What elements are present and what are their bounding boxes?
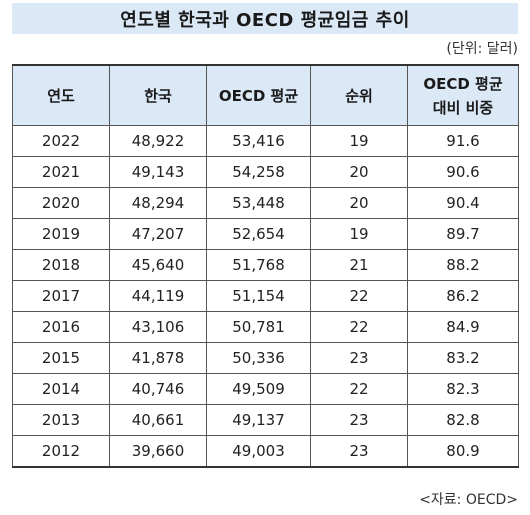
- cell-year: 2014: [12, 373, 110, 405]
- cell-ratio: 90.4: [407, 187, 519, 219]
- header-oecd-average: OECD 평균: [206, 64, 311, 126]
- cell-ratio: 86.2: [407, 280, 519, 312]
- cell-year: 2018: [12, 249, 110, 281]
- cell-year: 2020: [12, 187, 110, 219]
- table-row: 2018 45,640 51,768 21 88.2: [12, 249, 519, 281]
- header-year: 연도: [12, 64, 110, 126]
- cell-oecd-average: 50,781: [206, 311, 311, 343]
- cell-year: 2015: [12, 342, 110, 374]
- cell-oecd-average: 52,654: [206, 218, 311, 250]
- cell-year: 2016: [12, 311, 110, 343]
- header-ratio-line2: 대비 비중: [432, 98, 494, 117]
- table-row: 2019 47,207 52,654 19 89.7: [12, 218, 519, 250]
- cell-oecd-average: 54,258: [206, 156, 311, 188]
- cell-ratio: 82.3: [407, 373, 519, 405]
- cell-oecd-average: 49,003: [206, 435, 311, 468]
- cell-rank: 22: [310, 280, 408, 312]
- cell-oecd-average: 53,416: [206, 125, 311, 157]
- cell-ratio: 89.7: [407, 218, 519, 250]
- cell-rank: 19: [310, 125, 408, 157]
- cell-oecd-average: 53,448: [206, 187, 311, 219]
- cell-oecd-average: 49,509: [206, 373, 311, 405]
- cell-rank: 22: [310, 373, 408, 405]
- cell-oecd-average: 49,137: [206, 404, 311, 436]
- cell-ratio: 90.6: [407, 156, 519, 188]
- table-header-row: 연도 한국 OECD 평균 순위 OECD 평균 대비 비중: [12, 64, 519, 126]
- table-row: 2022 48,922 53,416 19 91.6: [12, 125, 519, 157]
- cell-korea: 48,294: [109, 187, 207, 219]
- cell-korea: 43,106: [109, 311, 207, 343]
- table-row: 2017 44,119 51,154 22 86.2: [12, 280, 519, 312]
- cell-ratio: 91.6: [407, 125, 519, 157]
- table-row: 2015 41,878 50,336 23 83.2: [12, 342, 519, 374]
- table-row: 2020 48,294 53,448 20 90.4: [12, 187, 519, 219]
- cell-oecd-average: 51,768: [206, 249, 311, 281]
- cell-rank: 20: [310, 187, 408, 219]
- cell-year: 2019: [12, 218, 110, 250]
- cell-year: 2021: [12, 156, 110, 188]
- cell-ratio: 84.9: [407, 311, 519, 343]
- header-ratio: OECD 평균 대비 비중: [407, 64, 519, 126]
- source-note: <자료: OECD>: [419, 492, 518, 508]
- table-row: 2014 40,746 49,509 22 82.3: [12, 373, 519, 405]
- cell-rank: 20: [310, 156, 408, 188]
- cell-ratio: 88.2: [407, 249, 519, 281]
- cell-korea: 44,119: [109, 280, 207, 312]
- header-korea: 한국: [109, 64, 207, 126]
- cell-year: 2013: [12, 404, 110, 436]
- cell-rank: 22: [310, 311, 408, 343]
- table-row: 2021 49,143 54,258 20 90.6: [12, 156, 519, 188]
- unit-note: (단위: 달러): [446, 41, 518, 57]
- table-title: 연도별 한국과 OECD 평균임금 추이: [12, 3, 518, 34]
- wage-table: 연도 한국 OECD 평균 순위 OECD 평균 대비 비중 2022 48,92…: [12, 64, 519, 468]
- table-row: 2012 39,660 49,003 23 80.9: [12, 435, 519, 468]
- cell-korea: 47,207: [109, 218, 207, 250]
- cell-korea: 40,746: [109, 373, 207, 405]
- cell-korea: 39,660: [109, 435, 207, 468]
- cell-korea: 40,661: [109, 404, 207, 436]
- cell-rank: 23: [310, 435, 408, 468]
- cell-oecd-average: 50,336: [206, 342, 311, 374]
- cell-ratio: 82.8: [407, 404, 519, 436]
- table-row: 2013 40,661 49,137 23 82.8: [12, 404, 519, 436]
- header-rank: 순위: [310, 64, 408, 126]
- cell-korea: 48,922: [109, 125, 207, 157]
- cell-oecd-average: 51,154: [206, 280, 311, 312]
- cell-year: 2022: [12, 125, 110, 157]
- cell-korea: 49,143: [109, 156, 207, 188]
- cell-year: 2012: [12, 435, 110, 468]
- cell-ratio: 80.9: [407, 435, 519, 468]
- cell-ratio: 83.2: [407, 342, 519, 374]
- cell-korea: 45,640: [109, 249, 207, 281]
- table-body: 2022 48,922 53,416 19 91.6 2021 49,143 54,258 20…: [12, 125, 519, 468]
- cell-korea: 41,878: [109, 342, 207, 374]
- cell-rank: 19: [310, 218, 408, 250]
- cell-rank: 23: [310, 404, 408, 436]
- header-ratio-line1: OECD 평균: [423, 74, 503, 93]
- cell-rank: 21: [310, 249, 408, 281]
- cell-year: 2017: [12, 280, 110, 312]
- cell-rank: 23: [310, 342, 408, 374]
- table-row: 2016 43,106 50,781 22 84.9: [12, 311, 519, 343]
